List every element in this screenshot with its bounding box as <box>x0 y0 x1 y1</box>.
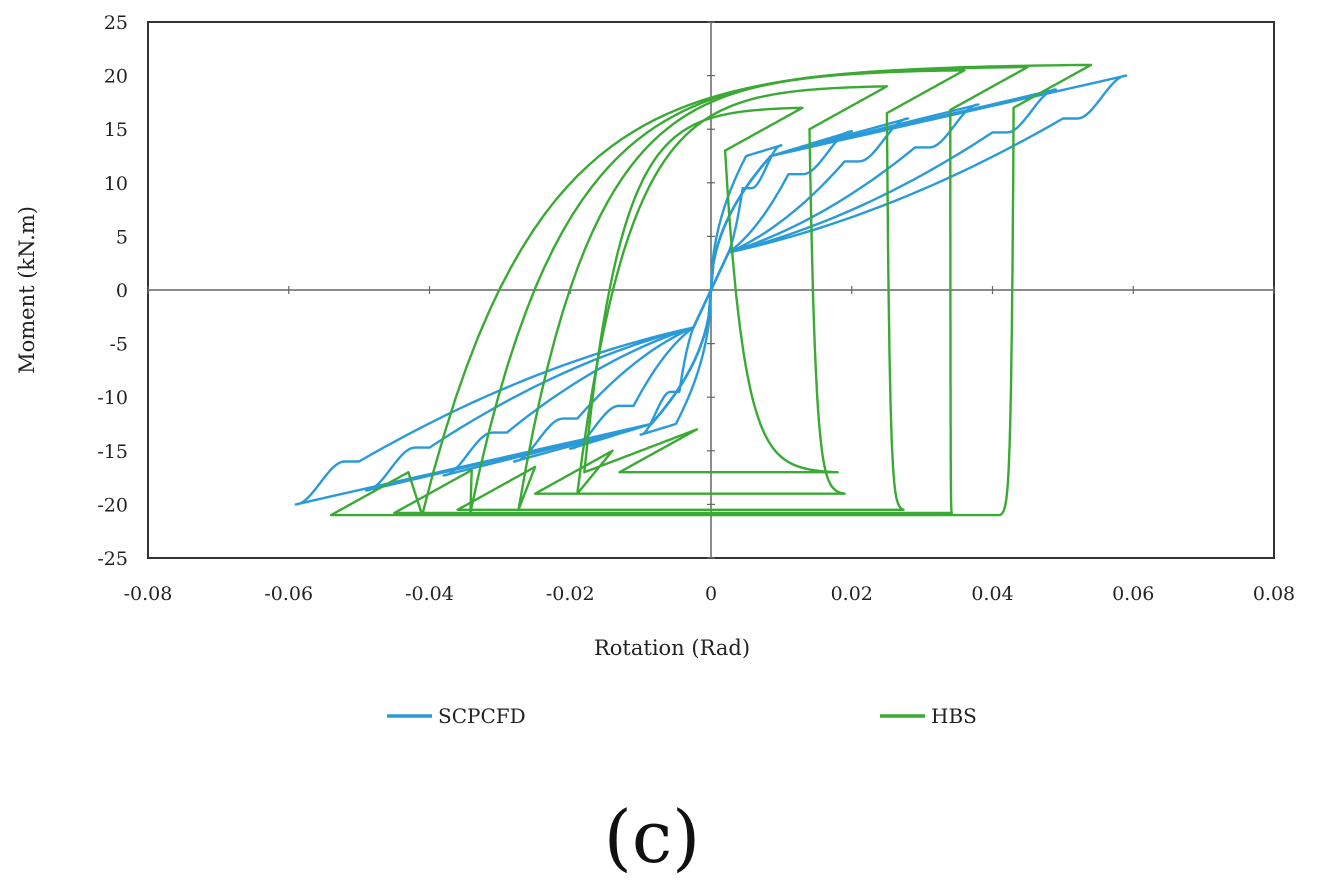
y-tick-label: 20 <box>104 66 128 88</box>
x-tick-label: 0.02 <box>831 583 873 605</box>
y-tick-label: 15 <box>104 119 128 141</box>
y-axis-title: Moment (kN.m) <box>15 206 39 374</box>
y-tick-label: 25 <box>104 12 128 34</box>
x-tick-label: -0.08 <box>124 583 173 605</box>
hysteresis-loop <box>456 69 966 511</box>
y-tick-label: -15 <box>97 441 128 463</box>
legend-label-scpcfd: SCPCFD <box>438 704 526 728</box>
x-tick-label: -0.02 <box>546 583 595 605</box>
hysteresis-loop <box>393 65 1029 515</box>
x-tick-label: 0.04 <box>971 583 1013 605</box>
x-tick-label: -0.06 <box>264 583 313 605</box>
hysteresis-loop <box>294 74 1128 506</box>
y-tick-label: -20 <box>97 494 128 516</box>
y-tick-label: -5 <box>109 334 128 356</box>
hysteresis-loop <box>329 63 1093 517</box>
y-tick-label: 5 <box>116 226 128 248</box>
y-tick-label: -25 <box>97 548 128 570</box>
x-tick-label: -0.04 <box>405 583 454 605</box>
x-axis-title: Rotation (Rad) <box>594 636 750 660</box>
series-scpcfd <box>294 74 1128 506</box>
hysteresis-loop <box>533 85 889 495</box>
series-layer <box>294 63 1128 517</box>
legend-label-hbs: HBS <box>931 704 977 728</box>
legend: SCPCFD HBS <box>387 704 977 728</box>
y-tick-labels: 25 20 15 10 5 0 -5 -10 -15 -20 -25 <box>97 12 715 570</box>
panel-label: (c) <box>604 795 701 879</box>
y-tick-label: -10 <box>97 387 128 409</box>
x-tick-label: 0 <box>705 583 717 605</box>
x-tick-label: 0.06 <box>1112 583 1154 605</box>
x-tick-label: 0.08 <box>1253 583 1295 605</box>
hysteresis-loop <box>583 106 839 474</box>
x-tick-labels: -0.08 -0.06 -0.04 -0.02 0 0.02 0.04 0.06 0.08 <box>124 286 1295 605</box>
y-tick-label: 10 <box>104 173 128 195</box>
y-tick-label: 0 <box>116 280 128 302</box>
series-hbs <box>329 63 1093 517</box>
